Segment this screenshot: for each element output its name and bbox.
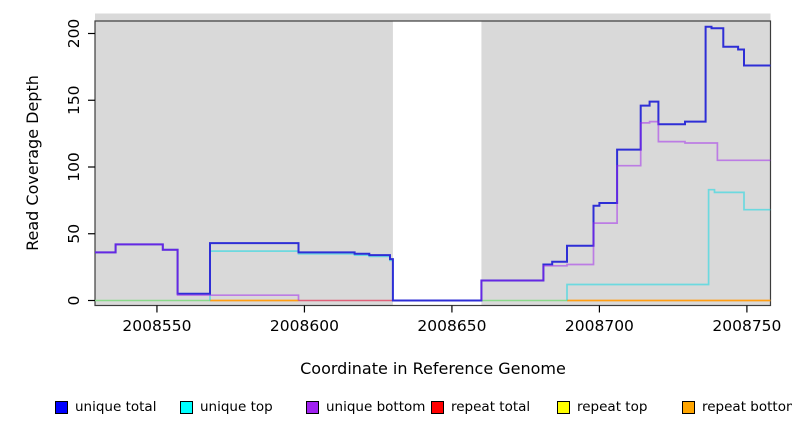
y-tick-label: 150 xyxy=(65,85,83,115)
legend-swatch-icon xyxy=(306,400,319,414)
legend-item-repeat-top: repeat top xyxy=(557,396,647,418)
legend-label: repeat bottom xyxy=(702,399,792,415)
x-axis-label: Coordinate in Reference Genome xyxy=(300,359,566,378)
legend-swatch-icon xyxy=(55,400,68,414)
x-tick-label: 2008700 xyxy=(565,317,634,335)
legend-item-unique-total: unique total xyxy=(55,396,156,418)
x-tick-label: 2008750 xyxy=(712,317,781,335)
series-line-unique-bottom xyxy=(95,243,300,301)
legend-swatch-icon xyxy=(682,400,695,414)
legend-swatch-icon xyxy=(180,400,193,414)
legend-item-unique-top: unique top xyxy=(180,396,273,418)
y-axis-label: Read Coverage Depth xyxy=(23,75,42,251)
legend: unique total unique top unique bottom repea… xyxy=(0,396,792,422)
series-line-unique-bottom xyxy=(480,120,771,301)
y-tick-label: 200 xyxy=(65,19,83,49)
legend-item-repeat-total: repeat total xyxy=(431,396,530,418)
series-line-unique-total xyxy=(95,25,771,302)
y-tick-label: 100 xyxy=(65,152,83,182)
plot-border xyxy=(94,20,772,307)
x-tick-label: 2008600 xyxy=(270,317,339,335)
legend-swatch-icon xyxy=(557,400,570,414)
legend-label: unique top xyxy=(200,399,273,415)
y-tick-label: 0 xyxy=(65,296,83,306)
y-tick-label: 50 xyxy=(65,224,83,244)
series-line-unique-top xyxy=(566,188,771,301)
x-tick-label: 2008650 xyxy=(417,317,486,335)
legend-label: repeat top xyxy=(577,399,648,415)
legend-item-repeat-bottom: repeat bottom xyxy=(682,396,792,418)
x-tick-label: 2008550 xyxy=(122,317,191,335)
no-data-band xyxy=(392,21,482,306)
legend-label: unique total xyxy=(75,399,157,415)
series-line-unique-top xyxy=(209,250,394,301)
legend-label: unique bottom xyxy=(326,399,426,415)
legend-item-unique-bottom: unique bottom xyxy=(306,396,425,418)
legend-swatch-icon xyxy=(431,400,444,414)
legend-label: repeat total xyxy=(451,399,531,415)
